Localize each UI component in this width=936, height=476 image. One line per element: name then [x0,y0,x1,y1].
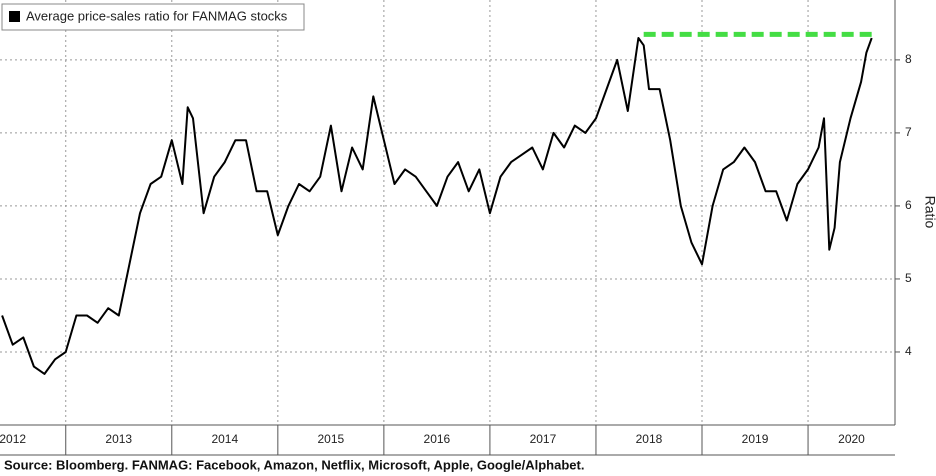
legend-swatch [9,11,20,22]
x-tick-label: 2020 [838,432,865,446]
data-line [1,37,873,375]
y-tick-label: 7 [905,125,912,139]
x-tick-label: 2014 [211,432,238,446]
x-tick-label: 2017 [530,432,557,446]
y-tick-label: 8 [905,52,912,66]
x-tick-label: 2013 [105,432,132,446]
y-tick-label: 4 [905,344,912,358]
x-tick-label: 2019 [742,432,769,446]
source-note: Source: Bloomberg. FANMAG: Facebook, Ama… [4,457,584,472]
legend-label: Average price-sales ratio for FANMAG sto… [26,8,288,23]
y-tick-label: 5 [905,271,912,285]
x-tick-label: 2015 [318,432,345,446]
x-tick-label: 2016 [424,432,451,446]
legend-box [1,3,305,31]
y-axis-label: Ratio [922,196,936,229]
x-tick-label: 2012 [0,432,26,446]
x-tick-label: 2018 [636,432,663,446]
y-tick-label: 6 [905,198,912,212]
